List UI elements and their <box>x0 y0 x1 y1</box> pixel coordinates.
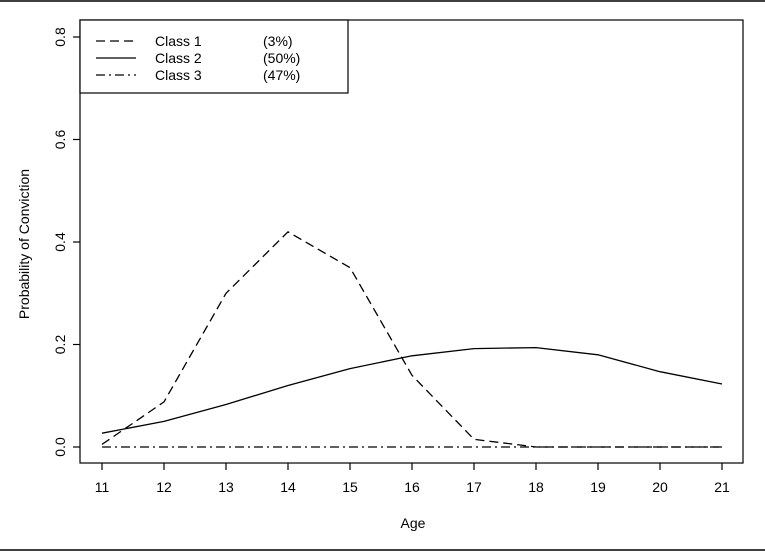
x-tick-label: 18 <box>528 479 544 495</box>
y-tick-label: 0.2 <box>52 335 68 355</box>
y-tick-label: 0.8 <box>52 27 68 47</box>
legend-label-class-2: Class 2 <box>155 50 202 66</box>
y-axis-title: Probability of Conviction <box>16 169 32 319</box>
x-tick-label: 16 <box>404 479 420 495</box>
legend: Class 1 (3%) Class 2 (50%) Class 3 (47%) <box>79 19 349 94</box>
legend-box <box>79 19 349 94</box>
series-line-class-2 <box>101 346 723 434</box>
x-tick-label: 12 <box>156 479 172 495</box>
y-tick-label: 0.0 <box>52 437 68 457</box>
series-line-class-1 <box>101 231 722 448</box>
y-tick-label: 0.4 <box>52 232 68 252</box>
x-tick-label: 20 <box>652 479 668 495</box>
legend-label-class-1: Class 1 <box>155 33 202 49</box>
x-tick-label: 19 <box>590 479 606 495</box>
x-tick-label: 15 <box>342 479 358 495</box>
x-tick-label: 17 <box>466 479 482 495</box>
series-layer <box>101 231 723 448</box>
x-tick-label: 21 <box>714 479 730 495</box>
legend-share-class-2: (50%) <box>263 50 300 66</box>
legend-label-class-3: Class 3 <box>155 67 202 83</box>
y-tick-label: 0.6 <box>52 130 68 150</box>
x-axis: 11 12 13 14 15 16 17 18 19 20 21 <box>95 463 730 495</box>
x-axis-title: Age <box>401 515 426 531</box>
x-tick-label: 11 <box>95 479 110 495</box>
x-tick-label: 13 <box>218 479 234 495</box>
legend-share-class-3: (47%) <box>263 67 300 83</box>
x-tick-label: 14 <box>280 479 296 495</box>
y-axis: 0.0 0.2 0.4 0.6 0.8 <box>52 27 80 457</box>
legend-share-class-1: (3%) <box>263 33 293 49</box>
